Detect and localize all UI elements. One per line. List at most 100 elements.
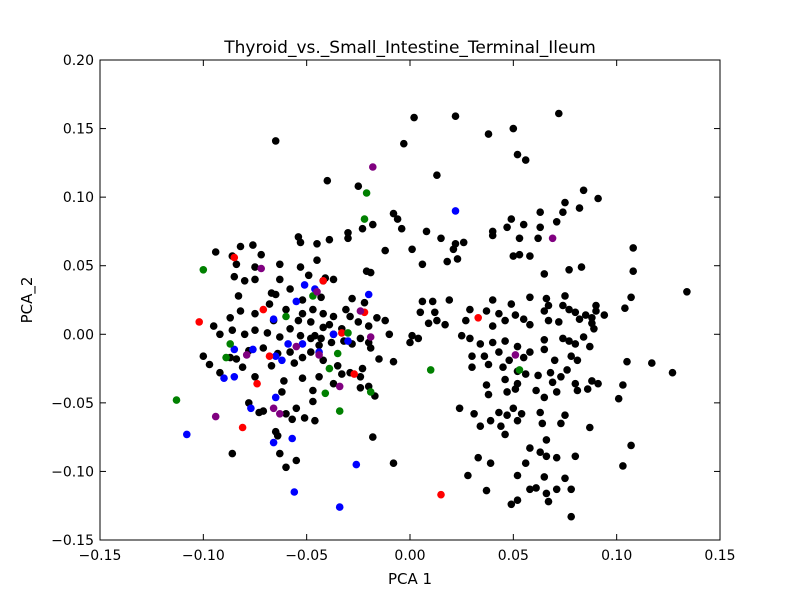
data-point xyxy=(552,453,561,462)
data-point xyxy=(433,171,441,179)
data-point xyxy=(369,433,377,441)
y-tick-label: 0.05 xyxy=(63,259,94,275)
data-point xyxy=(501,430,509,439)
data-point xyxy=(251,326,259,335)
data-point xyxy=(333,349,342,358)
data-point xyxy=(251,263,259,271)
data-point xyxy=(534,234,542,243)
data-point xyxy=(561,411,569,420)
data-point xyxy=(296,331,305,340)
data-point xyxy=(526,444,534,452)
data-point xyxy=(356,307,365,315)
data-point xyxy=(309,386,317,395)
data-point xyxy=(536,208,544,216)
data-point xyxy=(259,344,268,352)
data-point xyxy=(532,386,540,395)
data-point xyxy=(590,325,598,333)
data-point xyxy=(509,404,518,413)
data-point xyxy=(484,360,493,369)
data-point xyxy=(488,296,497,304)
data-point xyxy=(311,416,319,425)
data-point xyxy=(509,252,518,260)
data-point xyxy=(557,373,565,381)
data-point xyxy=(577,263,586,271)
data-point xyxy=(249,241,257,249)
data-point xyxy=(581,311,590,319)
data-point xyxy=(515,234,524,243)
y-axis-ticks: −0.15 −0.10 −0.05 0.00 0.05 0.10 0.15 0.20 xyxy=(51,53,720,549)
data-point xyxy=(495,348,503,356)
data-point xyxy=(366,333,375,341)
data-point xyxy=(292,342,301,351)
data-point xyxy=(437,234,445,243)
data-point xyxy=(319,277,328,285)
data-point xyxy=(575,204,584,212)
data-point xyxy=(505,356,513,365)
data-point xyxy=(503,223,511,232)
data-point xyxy=(276,410,284,418)
data-point xyxy=(335,503,344,511)
data-point xyxy=(406,338,414,347)
data-point xyxy=(507,500,516,509)
data-point xyxy=(319,309,328,318)
data-point xyxy=(571,340,580,348)
data-point xyxy=(327,338,336,347)
data-point xyxy=(437,490,445,499)
x-tick-label: 0.00 xyxy=(394,548,425,564)
data-point xyxy=(319,356,328,365)
data-point xyxy=(519,220,528,229)
data-point xyxy=(486,459,495,468)
data-point xyxy=(366,268,375,277)
data-point xyxy=(211,412,220,421)
x-tick-label: −0.15 xyxy=(79,548,122,564)
data-point xyxy=(271,137,280,145)
data-point xyxy=(480,352,489,361)
data-point xyxy=(238,363,247,372)
data-point xyxy=(292,456,301,465)
data-point xyxy=(536,408,544,417)
data-point xyxy=(199,352,208,361)
data-point xyxy=(240,277,249,285)
data-point xyxy=(344,337,352,345)
data-point xyxy=(515,250,524,259)
data-point xyxy=(509,124,518,133)
data-point xyxy=(532,484,540,492)
data-point xyxy=(273,432,282,440)
data-point xyxy=(519,315,528,324)
data-point xyxy=(629,244,637,252)
data-point xyxy=(276,260,284,269)
data-point xyxy=(253,379,261,388)
data-point xyxy=(292,297,301,306)
data-point xyxy=(521,370,530,378)
data-point xyxy=(476,422,485,431)
plot-area-frame xyxy=(99,59,721,541)
data-point xyxy=(300,281,309,289)
data-point xyxy=(418,260,427,269)
data-point xyxy=(542,452,551,461)
data-point xyxy=(538,419,547,428)
data-point xyxy=(555,318,563,326)
data-point xyxy=(573,356,582,365)
data-point xyxy=(575,315,584,324)
data-point xyxy=(588,314,596,322)
data-point xyxy=(348,294,356,303)
x-tick-label: 0.15 xyxy=(704,548,735,564)
data-point xyxy=(482,486,491,495)
data-point xyxy=(410,113,418,122)
data-point xyxy=(232,260,241,269)
data-point xyxy=(557,419,565,428)
data-point xyxy=(369,220,377,229)
data-point xyxy=(375,355,383,363)
data-point xyxy=(216,330,224,339)
data-point xyxy=(269,315,278,324)
data-point xyxy=(511,311,520,319)
data-point xyxy=(309,305,317,314)
x-tick-label: −0.05 xyxy=(285,548,328,564)
y-tick-label: 0.10 xyxy=(63,190,94,206)
data-point xyxy=(552,218,561,226)
data-point xyxy=(344,329,352,337)
data-point xyxy=(286,285,294,293)
data-point xyxy=(205,360,214,369)
data-point xyxy=(317,293,325,302)
data-point xyxy=(513,150,522,159)
